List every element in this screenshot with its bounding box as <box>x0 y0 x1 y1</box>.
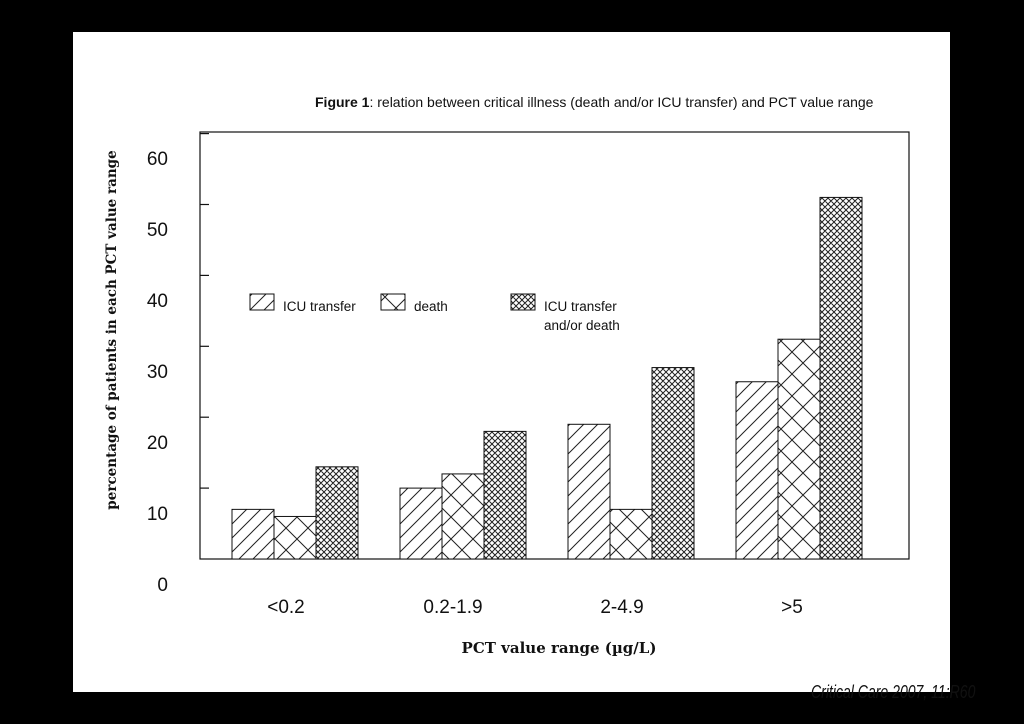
x-tick-label: <0.2 <box>267 597 305 618</box>
bar-diagonal <box>735 381 779 560</box>
y-axis: 0 10 20 30 40 50 60 <box>147 133 209 596</box>
y-axis-label: percentage of patients in each PCT value… <box>104 150 120 509</box>
plot-frame <box>199 131 910 560</box>
legend-swatch-crosshatch <box>380 293 406 311</box>
bar-diagonal <box>231 508 275 560</box>
bar-diagonal <box>399 487 443 560</box>
legend-label: ICU transfer <box>544 299 617 314</box>
x-axis: <0.2 0.2-1.9 2-4.9 >5 <box>267 597 803 618</box>
legend-label: ICU transfer <box>283 299 356 314</box>
legend-label: and/or death <box>544 318 620 333</box>
x-tick-label: 0.2-1.9 <box>423 597 482 618</box>
legend: ICU transfer death ICU transfer and/or deat… <box>249 293 620 333</box>
y-tick-label: 40 <box>147 291 168 312</box>
bar-dense-crosshatch <box>483 430 527 560</box>
bar-crosshatch <box>609 508 653 560</box>
y-tick-label: 60 <box>147 149 168 170</box>
y-tick-label: 20 <box>147 433 168 454</box>
bar-dense-crosshatch <box>651 367 695 560</box>
x-axis-label: PCT value range (µg/L) <box>462 639 657 657</box>
bar-crosshatch <box>273 515 317 560</box>
figure-title-prefix: Figure 1 <box>315 94 370 110</box>
bar-diagonal <box>567 423 611 560</box>
legend-swatch-diagonal <box>249 293 275 311</box>
bar-series <box>231 196 863 560</box>
bar-crosshatch <box>777 338 821 560</box>
figure-title-text: : relation between critical illness (dea… <box>369 94 874 110</box>
legend-swatch-dense-crosshatch <box>510 293 536 311</box>
x-tick-label: >5 <box>781 597 803 618</box>
y-tick-label: 0 <box>157 575 168 596</box>
bar-dense-crosshatch <box>819 196 863 560</box>
source-citation: Critical Care 2007, 11:R60 <box>811 682 976 702</box>
bar-crosshatch <box>441 473 485 560</box>
figure-title: Figure 1: relation between critical illn… <box>315 94 873 110</box>
x-tick-label: 2-4.9 <box>600 597 643 618</box>
y-tick-label: 10 <box>147 504 168 525</box>
y-tick-label: 50 <box>147 220 168 241</box>
bar-dense-crosshatch <box>315 466 359 560</box>
y-tick-label: 30 <box>147 362 168 383</box>
legend-label: death <box>414 299 448 314</box>
